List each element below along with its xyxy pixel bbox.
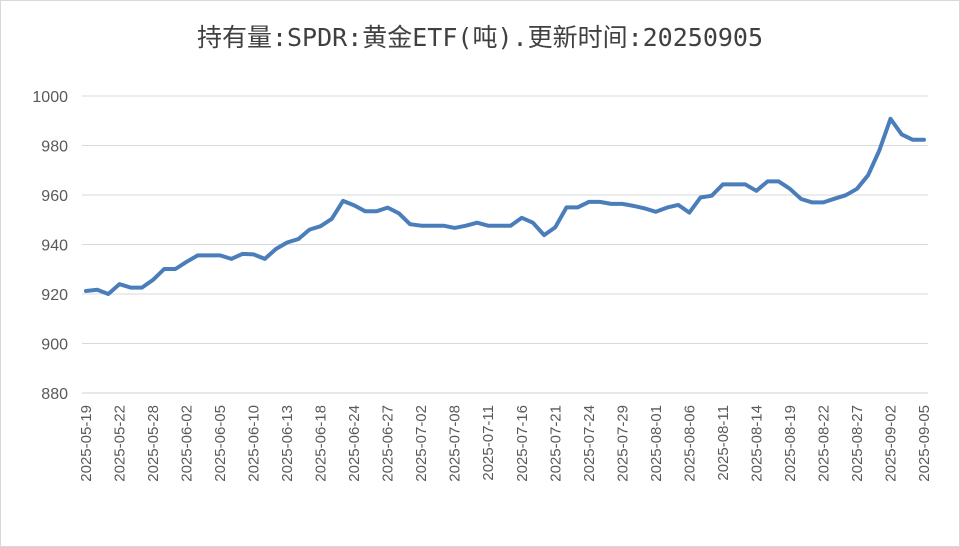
x-tick-label: 2025-07-02 (413, 405, 430, 482)
y-tick-label: 980 (41, 139, 68, 156)
x-tick-label: 2025-08-14 (748, 405, 765, 482)
x-tick-label: 2025-06-02 (179, 405, 196, 482)
y-tick-label: 960 (41, 188, 68, 205)
x-tick-label: 2025-06-18 (313, 405, 330, 482)
x-tick-label: 2025-07-16 (514, 405, 531, 482)
y-tick-label: 940 (41, 238, 68, 255)
x-tick-label: 2025-08-22 (815, 405, 832, 482)
x-tick-label: 2025-07-11 (480, 405, 497, 481)
x-tick-label: 2025-05-19 (78, 405, 95, 482)
y-tick-label: 900 (41, 337, 68, 354)
x-tick-label: 2025-05-22 (112, 405, 129, 482)
x-tick-label: 2025-06-05 (212, 405, 229, 482)
x-axis-ticks: 2025-05-19 2025-05-22 2025-05-28 2025-06-02… (78, 405, 933, 482)
x-tick-label: 2025-05-28 (145, 405, 162, 482)
y-tick-label: 880 (41, 386, 68, 403)
grid-lines (82, 95, 928, 394)
x-tick-label: 2025-07-24 (581, 405, 598, 482)
x-tick-label: 2025-08-06 (681, 405, 698, 482)
x-tick-label: 2025-08-01 (648, 405, 665, 482)
x-tick-label: 2025-08-19 (782, 405, 799, 482)
x-tick-label: 2025-06-27 (380, 405, 397, 482)
x-tick-label: 2025-07-29 (614, 405, 631, 482)
x-tick-label: 2025-09-02 (882, 405, 899, 482)
y-axis-ticks: 880 900 920 940 960 980 1000 (32, 89, 68, 403)
chart-title: 持有量:SPDR:黄金ETF(吨).更新时间:20250905 (196, 23, 764, 52)
x-tick-label: 2025-08-11 (715, 405, 732, 481)
x-tick-label: 2025-07-08 (447, 405, 464, 482)
x-tick-label: 2025-07-21 (547, 405, 564, 482)
x-tick-label: 2025-08-27 (849, 405, 866, 482)
y-tick-label: 1000 (32, 89, 68, 106)
series-line (84, 116, 926, 296)
x-tick-label: 2025-06-13 (279, 405, 296, 482)
x-tick-label: 2025-09-05 (916, 405, 933, 482)
x-tick-label: 2025-06-10 (246, 405, 263, 482)
x-tick-label: 2025-06-24 (346, 405, 363, 482)
y-tick-label: 920 (41, 287, 68, 304)
